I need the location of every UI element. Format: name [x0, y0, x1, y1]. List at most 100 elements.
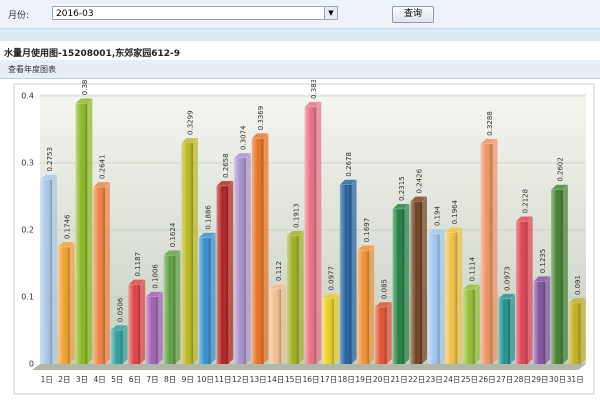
query-button[interactable]: 查询: [392, 6, 434, 23]
x-tick-label: 23日: [426, 375, 443, 384]
month-select[interactable]: 2016-03 ▼: [52, 6, 338, 20]
tab-bar: 查看年度图表: [0, 60, 600, 79]
bar-shade: [181, 142, 194, 364]
year-chart-tab[interactable]: 查看年度图表: [8, 65, 56, 74]
x-tick-label: 15日: [285, 375, 302, 384]
bar-side: [316, 101, 322, 365]
bar-cap: [321, 293, 340, 299]
bar-side: [439, 229, 445, 364]
x-tick-label: 7日: [146, 375, 158, 384]
bar-cap: [497, 293, 516, 300]
chart: 0 0.1 0.2 0.3 0.4 1日 0.2753 2日 0.1746 3日 0.3892 4日 0…: [13, 80, 595, 395]
data-label: 0.091: [574, 275, 582, 295]
x-tick-label: 21日: [391, 375, 408, 384]
bar-side: [351, 179, 357, 364]
data-label: 0.1913: [292, 203, 300, 228]
data-label: 0.1006: [151, 264, 159, 289]
bar-side: [369, 245, 375, 364]
data-label: 0.1187: [134, 252, 142, 277]
data-label: 0.1114: [469, 256, 477, 281]
x-tick-label: 30日: [549, 375, 566, 384]
bar-side: [281, 283, 287, 364]
bar-cap: [198, 232, 217, 238]
y-tick-label: 0.3: [21, 159, 34, 168]
bar-side: [263, 133, 269, 364]
x-tick-label: 24日: [443, 375, 460, 384]
bar-cap: [568, 297, 587, 304]
x-tick-label: 13日: [250, 375, 267, 384]
bar-shade: [498, 298, 511, 364]
bar-shade: [93, 187, 105, 364]
data-label: 0.1235: [539, 249, 547, 274]
bar-shade: [480, 143, 493, 364]
data-label: 0.2658: [222, 153, 230, 178]
data-label: 0.3837: [310, 80, 318, 99]
bar-shade: [110, 330, 123, 364]
bar-shade: [551, 189, 563, 364]
data-label: 0.2426: [416, 168, 424, 193]
bar-shade: [392, 208, 405, 364]
bar-shade: [375, 307, 387, 364]
data-label: 0.0506: [116, 297, 124, 322]
bar-side: [457, 227, 463, 364]
x-tick-label: 3日: [76, 375, 88, 384]
data-label: 0.2128: [521, 189, 529, 214]
bar-cap: [233, 152, 252, 159]
bar-shade: [568, 303, 581, 364]
bar-shade: [40, 179, 53, 364]
bar-cap: [145, 291, 164, 297]
bar-side: [157, 291, 163, 364]
bar-cap: [180, 137, 199, 144]
x-tick-label: 2日: [58, 375, 70, 384]
data-label: 0.2641: [99, 155, 107, 180]
bar-shade: [199, 237, 211, 364]
y-tick-label: 0.2: [21, 226, 34, 235]
bar-side: [333, 293, 339, 364]
x-tick-label: 8日: [164, 375, 176, 384]
data-label: 0.2602: [557, 157, 565, 182]
bar-side: [52, 174, 58, 364]
bar-shade: [251, 138, 264, 364]
data-label: 0.2678: [345, 152, 353, 177]
bar-shade: [410, 201, 422, 364]
data-label: 0.085: [380, 279, 388, 299]
bar-side: [580, 298, 586, 364]
bar-cap: [163, 249, 182, 256]
data-label: 0.3369: [257, 106, 265, 131]
data-label: 0.2753: [46, 147, 54, 172]
bar-cap: [462, 284, 481, 290]
y-tick-label: 0: [29, 360, 34, 369]
data-label: 0.112: [275, 261, 283, 281]
data-label: 0.1886: [204, 205, 212, 230]
data-label: 0.2315: [398, 176, 406, 201]
data-label: 0.1964: [451, 199, 459, 224]
month-label: 月份:: [8, 11, 30, 21]
bar-shade: [234, 158, 246, 364]
bar-cap: [392, 203, 410, 210]
bar-side: [228, 180, 234, 364]
bar-cap: [374, 301, 393, 308]
data-label: 0.3288: [486, 111, 494, 136]
data-label: 0.1746: [63, 214, 71, 239]
x-tick-label: 22日: [408, 375, 425, 384]
bar-side: [421, 196, 427, 364]
y-tick-label: 0.1: [21, 293, 34, 302]
x-tick-label: 9日: [182, 375, 194, 384]
data-label: 0.194: [433, 205, 441, 226]
bar-cap: [75, 97, 93, 104]
x-tick-label: 20日: [373, 375, 390, 384]
bar-shade: [357, 250, 370, 364]
bar-side: [193, 137, 199, 364]
bar-side: [87, 98, 93, 365]
bar-cap: [533, 276, 551, 282]
x-tick-label: 25日: [461, 375, 478, 384]
bar-side: [298, 230, 304, 364]
bar-cap: [251, 133, 270, 139]
bar-shade: [322, 298, 334, 364]
bar-cap: [110, 324, 129, 331]
x-tick-label: 14日: [267, 375, 284, 384]
dropdown-arrow[interactable]: ▼: [324, 7, 337, 19]
bar-side: [492, 138, 498, 364]
bar-shade: [163, 255, 176, 364]
